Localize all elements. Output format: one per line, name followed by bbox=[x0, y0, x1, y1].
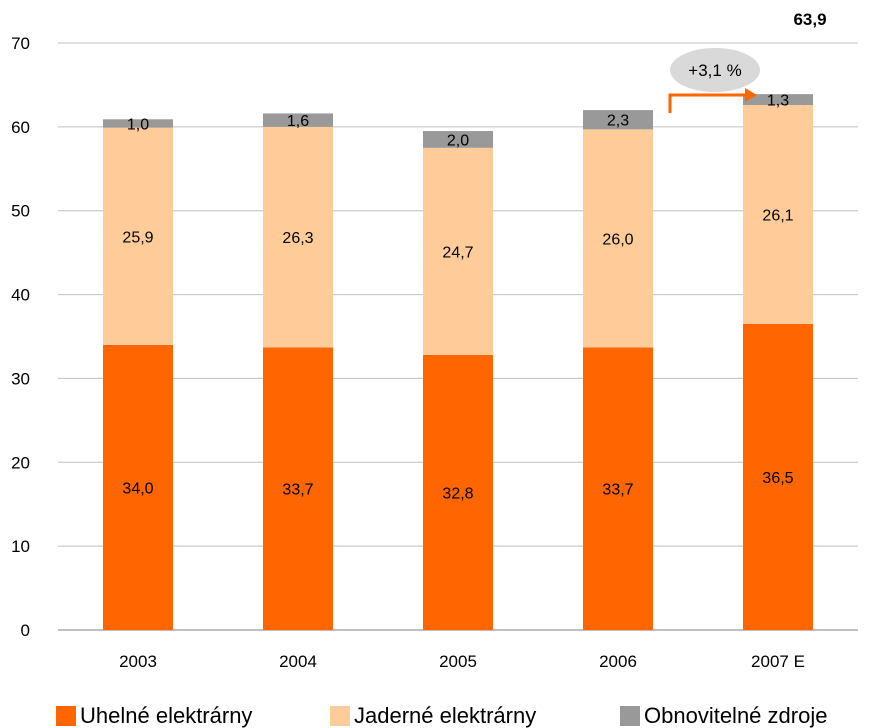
data-label: 26,0 bbox=[602, 231, 633, 248]
x-tick-label: 2006 bbox=[599, 652, 637, 671]
bars: 34,0 25,9 1,0 33,7 26,3 1,6 32,8 24,7 2,0 33,7 26,… bbox=[103, 93, 813, 630]
legend: Uhelné elektrárny Jaderné elektrárny Obn… bbox=[0, 704, 873, 728]
annotations: 63,9 +3,1 % bbox=[668, 10, 827, 113]
legend-swatch-renewables bbox=[620, 706, 640, 726]
bar-segment bbox=[583, 129, 653, 348]
data-label: 25,9 bbox=[122, 229, 153, 246]
bar-segment bbox=[423, 131, 493, 148]
data-label: 26,1 bbox=[762, 207, 793, 224]
data-label: 2,3 bbox=[607, 113, 629, 130]
growth-arrow-head bbox=[745, 88, 757, 102]
y-tick-label: 60 bbox=[11, 118, 30, 137]
bar-segment bbox=[423, 147, 493, 355]
data-label: 33,7 bbox=[602, 482, 633, 499]
legend-item-coal: Uhelné elektrárny bbox=[56, 704, 252, 728]
data-label: 1,3 bbox=[767, 93, 789, 110]
data-label: 1,0 bbox=[127, 117, 149, 134]
x-tick-label: 2007 E bbox=[751, 652, 805, 671]
bar-segment bbox=[743, 323, 813, 630]
bar-segment bbox=[743, 94, 813, 106]
bar-segment bbox=[263, 347, 333, 630]
y-tick-label: 70 bbox=[11, 34, 30, 53]
data-label: 1,6 bbox=[287, 113, 309, 130]
bar-segment bbox=[263, 113, 333, 127]
x-axis-ticks: 2003 2004 2005 2006 2007 E bbox=[119, 652, 805, 671]
legend-swatch-coal bbox=[56, 706, 76, 726]
growth-label: +3,1 % bbox=[688, 61, 741, 80]
bar-segment bbox=[103, 127, 173, 345]
bar-segment bbox=[103, 344, 173, 630]
y-axis-ticks: 0 10 20 30 40 50 60 70 bbox=[11, 34, 30, 640]
y-tick-label: 20 bbox=[11, 453, 30, 472]
y-tick-label: 10 bbox=[11, 537, 30, 556]
bar-segment bbox=[263, 126, 333, 348]
data-label: 36,5 bbox=[762, 470, 793, 487]
growth-bubble bbox=[670, 48, 760, 92]
legend-label-coal: Uhelné elektrárny bbox=[80, 703, 253, 728]
y-tick-label: 0 bbox=[21, 621, 30, 640]
legend-label-nuclear: Jaderné elektrárny bbox=[354, 703, 537, 728]
data-label: 32,8 bbox=[442, 485, 473, 502]
data-label: 24,7 bbox=[442, 244, 473, 261]
growth-arrow bbox=[668, 93, 745, 113]
y-tick-label: 50 bbox=[11, 202, 30, 221]
y-tick-label: 30 bbox=[11, 369, 30, 388]
data-label: 34,0 bbox=[122, 480, 153, 497]
y-tick-label: 40 bbox=[11, 286, 30, 305]
total-label: 63,9 bbox=[793, 10, 826, 29]
x-tick-label: 2005 bbox=[439, 652, 477, 671]
legend-item-renewables: Obnovitelné zdroje bbox=[620, 704, 827, 728]
bar-segment bbox=[103, 119, 173, 128]
legend-label-renewables: Obnovitelné zdroje bbox=[644, 703, 828, 728]
bar-segment bbox=[583, 347, 653, 630]
x-tick-label: 2003 bbox=[119, 652, 157, 671]
data-label: 26,3 bbox=[282, 230, 313, 247]
legend-item-nuclear: Jaderné elektrárny bbox=[330, 704, 536, 728]
bar-segment bbox=[423, 354, 493, 630]
data-label: 33,7 bbox=[282, 482, 313, 499]
bar-segment bbox=[743, 105, 813, 324]
bar-segment bbox=[583, 110, 653, 130]
legend-swatch-nuclear bbox=[330, 706, 350, 726]
x-tick-label: 2004 bbox=[279, 652, 317, 671]
data-label: 2,0 bbox=[447, 132, 469, 149]
